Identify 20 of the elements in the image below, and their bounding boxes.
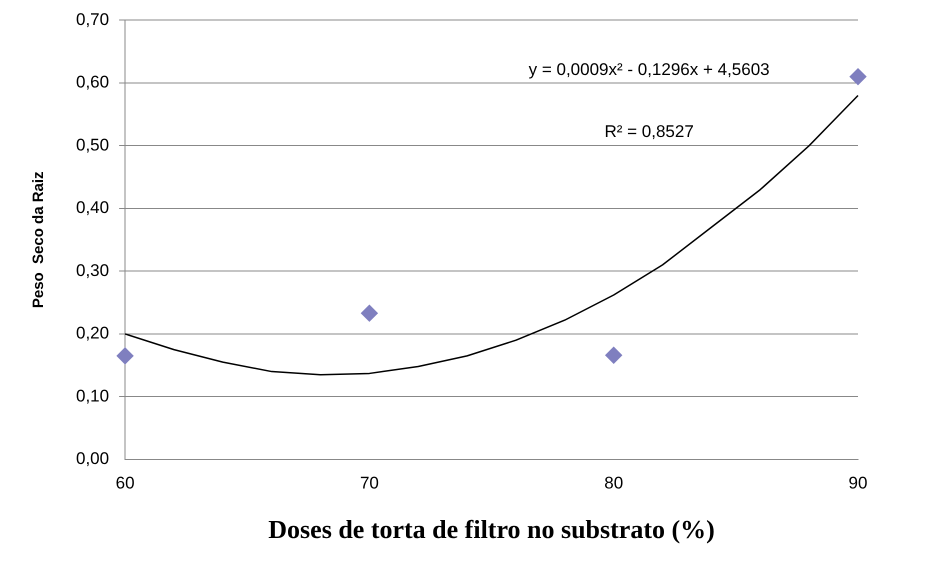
point <box>360 304 378 322</box>
y-tick-label: 0,50 <box>76 135 110 154</box>
y-tick-label: 0,10 <box>76 386 110 406</box>
y-tick-label: 0,70 <box>76 10 110 29</box>
y-tick-label: 0,20 <box>76 324 110 343</box>
y-tick-label: 0,30 <box>76 260 110 280</box>
point <box>605 346 622 364</box>
annotation: y = 0,0009x² - 0,1296x + 4,5603 <box>528 60 770 79</box>
x-tick-label: 90 <box>848 473 868 492</box>
point <box>850 68 866 86</box>
x-tick-label: 70 <box>360 473 379 492</box>
y-axis-title: Peso Seco da Raiz <box>30 171 48 308</box>
x-tick-label: 60 <box>116 473 135 492</box>
y-tick-label: 0,00 <box>76 449 110 468</box>
x-tick-label: 80 <box>604 473 624 492</box>
y-tick-label: 0,60 <box>76 72 110 92</box>
point <box>116 347 134 364</box>
y-tick-label: 0,40 <box>76 198 110 218</box>
x-axis-title: Doses de torta de filtro no substrato (%) <box>268 515 715 544</box>
annotation: R² = 0,8527 <box>604 122 694 141</box>
